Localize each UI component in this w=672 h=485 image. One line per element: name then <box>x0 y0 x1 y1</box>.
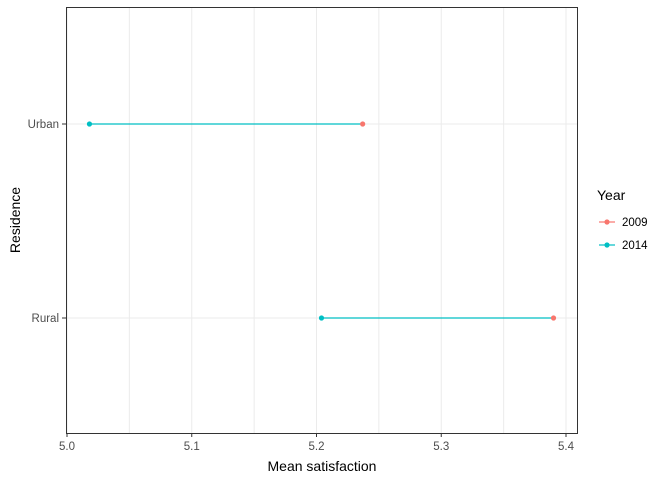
legend-item-2009: 2009 <box>599 217 648 229</box>
legend-item-2014: 2014 <box>599 240 648 252</box>
x-tick-label: 5.0 <box>59 441 75 453</box>
x-axis-label: Mean satisfaction <box>268 458 377 474</box>
point-2009-rural <box>550 315 557 321</box>
y-tick-label-urban: Urban <box>28 119 59 131</box>
y-tick-label-rural: Rural <box>32 313 59 325</box>
y-axis-label: Residence <box>7 187 23 253</box>
legend-label: 2014 <box>622 240 648 252</box>
legend-label: 2009 <box>622 217 648 229</box>
legend: Year 2009 2014 <box>597 187 648 252</box>
legend-title: Year <box>597 187 626 203</box>
x-tick-label: 5.1 <box>184 441 200 453</box>
grid <box>66 7 578 433</box>
x-tick-label: 5.3 <box>433 441 449 453</box>
axes: 5.0 5.1 5.2 5.3 5.4 Urban Rural <box>28 119 575 453</box>
point-2014-rural <box>318 315 325 321</box>
marks <box>86 121 557 321</box>
legend-key-point <box>604 242 610 248</box>
panel-border <box>66 7 578 434</box>
x-tick-label: 5.4 <box>558 441 575 453</box>
point-2014-urban <box>86 121 93 127</box>
x-tick-label: 5.2 <box>309 441 325 453</box>
legend-key-point <box>604 219 610 225</box>
point-2009-urban <box>360 121 366 127</box>
